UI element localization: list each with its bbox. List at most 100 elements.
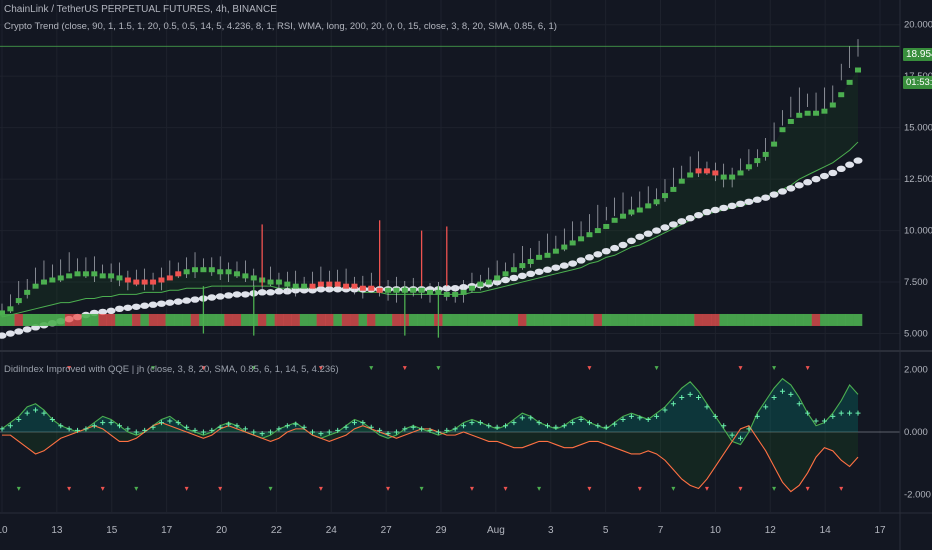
baseline-dot (593, 251, 603, 258)
trend-marker (343, 283, 350, 289)
qqe-cross (142, 427, 148, 433)
baseline-dot (266, 289, 276, 296)
qqe-cross (226, 421, 232, 427)
bottom-arrow-marker (67, 486, 72, 491)
baseline-dot (845, 161, 855, 168)
bottom-arrow-marker (503, 486, 508, 491)
top-arrow-marker (369, 366, 374, 371)
top-arrow-marker (587, 366, 592, 371)
state-bar-segment (635, 313, 645, 326)
time-tick-label: 10 (0, 525, 8, 536)
baseline-dot (182, 297, 192, 304)
state-bar-segment (64, 313, 74, 326)
state-bar-segment (803, 313, 812, 326)
price-tick-label: 20.000 (904, 20, 932, 31)
qqe-cross (184, 424, 190, 430)
trend-marker (393, 287, 400, 293)
state-bar-segment (685, 313, 695, 326)
baseline-dot (853, 157, 863, 164)
time-tick-label: 15 (106, 525, 118, 536)
trend-marker (418, 287, 425, 293)
qqe-cross (477, 420, 483, 426)
state-bar-segment (643, 313, 653, 326)
trend-marker (687, 172, 694, 178)
bottom-arrow-marker (318, 486, 323, 491)
state-bar-segment (131, 313, 141, 326)
trend-marker (192, 267, 199, 273)
state-bar-segment (165, 313, 175, 326)
state-bar-segment (694, 313, 703, 326)
qqe-cross (821, 418, 827, 424)
qqe-cross (402, 426, 408, 432)
baseline-dot (333, 286, 343, 293)
baseline-dot (601, 247, 611, 255)
trend-marker (762, 151, 769, 157)
state-bar-segment (627, 313, 636, 326)
baseline-dot (761, 194, 771, 201)
osc-tick-label: 0.000 (904, 427, 928, 438)
bottom-arrow-marker (637, 486, 642, 491)
time-tick-label: 24 (326, 525, 338, 536)
baseline-dot (0, 332, 7, 339)
qqe-cross (528, 415, 534, 421)
baseline-dot (836, 165, 846, 173)
state-bar-segment (568, 313, 577, 326)
state-bar-segment (501, 313, 510, 326)
state-bar-segment (123, 313, 133, 326)
time-tick-label: 20 (216, 525, 228, 536)
state-bar-segment (22, 313, 32, 326)
bottom-arrow-marker (268, 486, 273, 491)
state-bar-segment (711, 313, 720, 326)
baseline-dot (803, 179, 813, 186)
trend-marker (443, 291, 450, 297)
state-bar-segment (383, 313, 393, 326)
trend-marker (376, 287, 383, 293)
baseline-dot (610, 244, 620, 252)
trend-marker (74, 271, 81, 277)
qqe-cross (351, 420, 357, 426)
baseline-dot (576, 257, 586, 264)
trend-marker (317, 281, 324, 287)
trend-marker (578, 236, 585, 242)
bottom-arrow-marker (16, 486, 21, 491)
baseline-dot (828, 169, 838, 177)
top-arrow-marker (738, 366, 743, 371)
qqe-cross (712, 413, 718, 419)
state-bar-segment (484, 313, 494, 326)
countdown-label: 01:53:45 (903, 76, 932, 89)
qqe-cross (586, 420, 592, 426)
qqe-cross (847, 410, 853, 416)
qqe-cross (242, 426, 248, 432)
time-tick-label: 17 (161, 525, 173, 536)
trend-marker (150, 279, 157, 285)
trend-marker (250, 275, 257, 281)
trend-marker (485, 279, 492, 285)
trend-marker (200, 267, 207, 273)
trend-marker (301, 283, 308, 289)
fast-area (2, 378, 858, 445)
baseline-dot (635, 233, 645, 240)
price-tick-label: 10.000 (904, 226, 932, 237)
bottom-arrow-marker (537, 486, 542, 491)
price-tick-label: 7.500 (904, 277, 928, 288)
price-panel (0, 39, 900, 339)
state-bar-segment (778, 313, 787, 326)
state-bar-segment (492, 313, 502, 326)
top-arrow-marker (436, 366, 441, 371)
trend-marker (225, 269, 232, 275)
trend-marker (242, 273, 249, 279)
trend-marker (561, 244, 568, 250)
trend-marker (569, 240, 576, 246)
trend-marker (695, 168, 702, 174)
state-bar-segment (224, 313, 233, 326)
bottom-arrow-marker (587, 486, 592, 491)
qqe-cross (301, 424, 307, 430)
baseline-dot (677, 218, 687, 225)
state-bar-segment (702, 313, 712, 326)
baseline-dot (114, 305, 124, 313)
state-bar-segment (425, 313, 435, 326)
qqe-cross (326, 429, 332, 435)
baseline-dot (123, 304, 133, 311)
trend-marker (855, 67, 861, 73)
